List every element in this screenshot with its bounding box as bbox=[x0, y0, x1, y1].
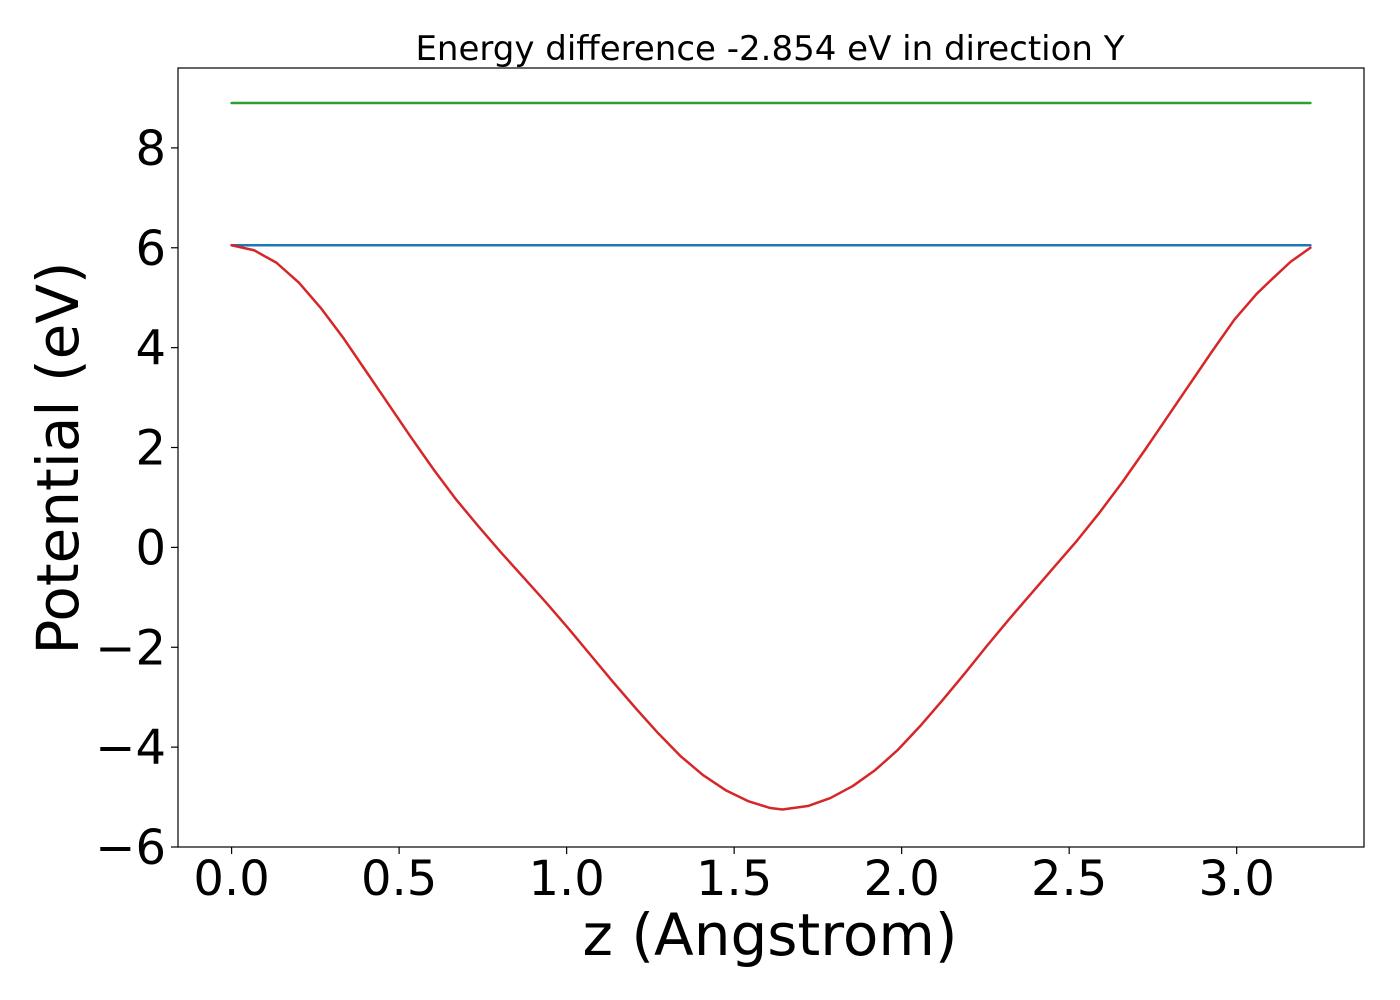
y-tick-label: −6 bbox=[95, 820, 166, 876]
series-layer bbox=[230, 101, 1312, 811]
y-tick-label: 8 bbox=[135, 121, 166, 177]
x-axis: 0.0 0.5 1.0 1.5 2.0 2.5 3.0 bbox=[193, 847, 1275, 907]
x-tick-label: 2.0 bbox=[863, 851, 939, 907]
y-tick-label: −4 bbox=[95, 720, 166, 776]
y-axis-label: Potential (eV) bbox=[24, 261, 92, 654]
y-tick-label: 2 bbox=[135, 421, 166, 477]
y-tick-label: 0 bbox=[135, 520, 166, 576]
x-tick-label: 0.0 bbox=[193, 851, 269, 907]
y-tick-label: 4 bbox=[135, 321, 166, 377]
x-tick-label: 3.0 bbox=[1199, 851, 1275, 907]
series-line-3 bbox=[230, 244, 1312, 811]
x-axis-label: z (Angstrom) bbox=[583, 901, 958, 969]
y-tick-label: 6 bbox=[135, 221, 166, 277]
x-tick-label: 1.5 bbox=[696, 851, 772, 907]
x-tick-label: 1.0 bbox=[528, 851, 604, 907]
x-tick-label: 2.5 bbox=[1031, 851, 1107, 907]
y-tick-label: −2 bbox=[95, 620, 166, 676]
chart-title: Energy difference -2.854 eV in direction… bbox=[415, 29, 1124, 69]
x-tick-label: 0.5 bbox=[361, 851, 437, 907]
y-axis: −6 −4 −2 0 2 4 6 8 bbox=[95, 121, 178, 876]
plot-area-frame bbox=[177, 67, 1365, 848]
